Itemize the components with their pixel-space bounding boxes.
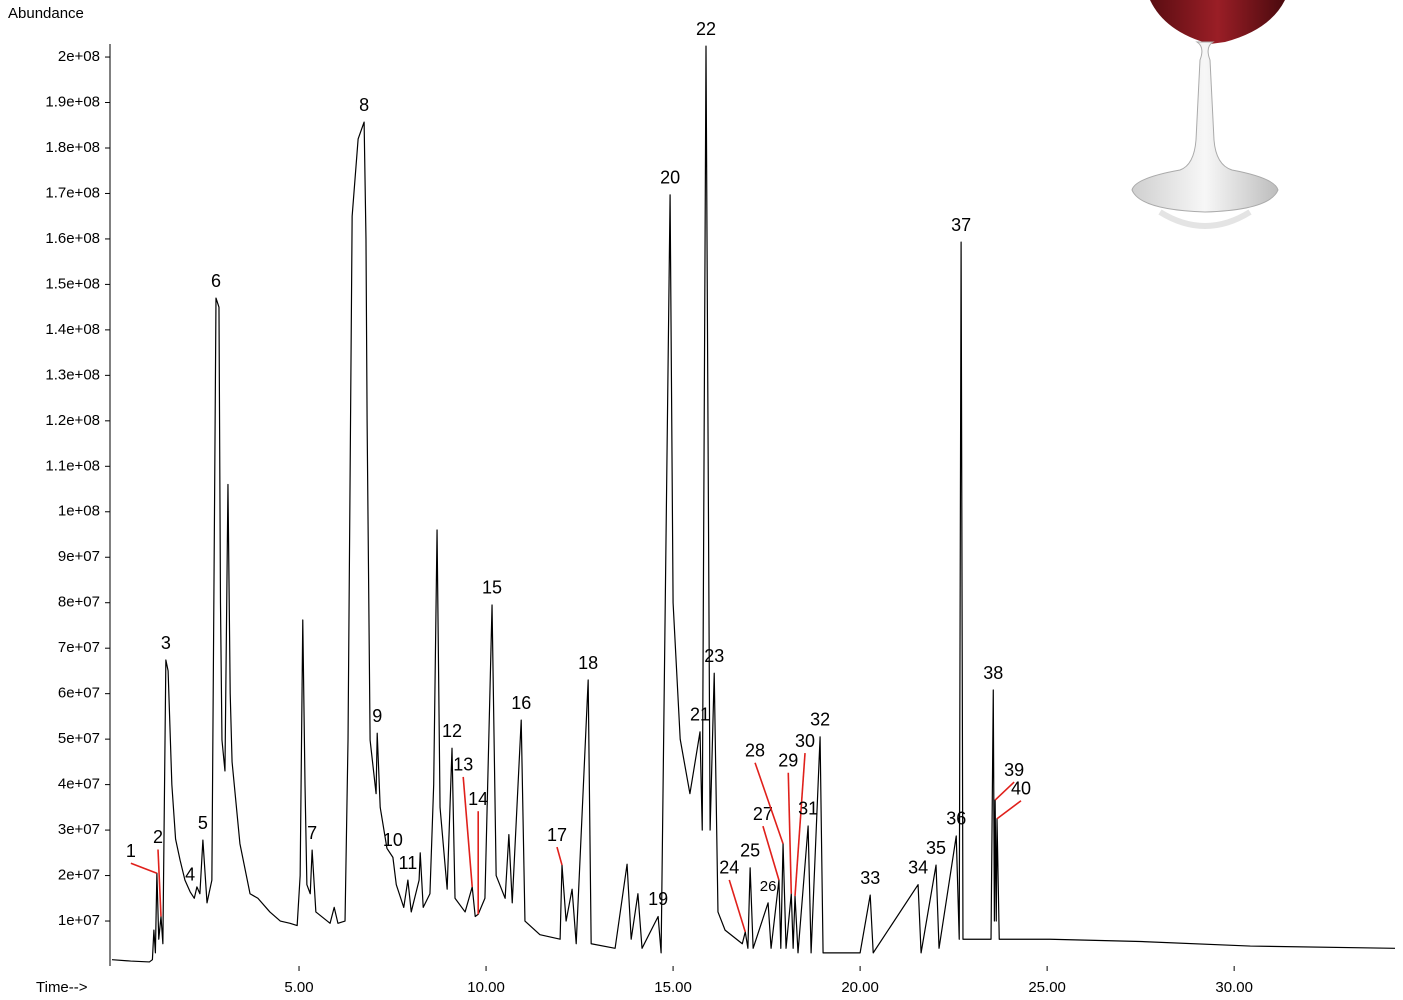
y-tick-label: 6e+07: [58, 685, 100, 702]
y-tick-label: 7e+07: [58, 639, 100, 656]
leader-line: [997, 801, 1021, 819]
y-tick-label: 1.8e+08: [45, 139, 100, 156]
y-tick-label: 4e+07: [58, 776, 100, 793]
peak-label: 9: [372, 706, 382, 726]
peak-label: 15: [482, 578, 502, 598]
chart: Abundance Time--> 1e+07 2e+07 3e+07 4e+07 5e…: [0, 0, 1403, 1000]
peak-label: 17: [547, 825, 567, 845]
peak-label: 28: [745, 740, 765, 760]
y-tick-label: 1.1e+08: [45, 457, 100, 474]
peak-label: 19: [648, 889, 668, 909]
peak-label: 36: [946, 809, 966, 829]
y-tick-label: 2e+07: [58, 867, 100, 884]
peak-label: 34: [908, 857, 928, 877]
y-axis-label: Abundance: [8, 5, 84, 22]
y-tick-label: 1.3e+08: [45, 366, 100, 383]
peak-label: 5: [198, 813, 208, 833]
leader-line: [795, 753, 805, 896]
peak-label: 32: [810, 710, 830, 730]
peak-label: 20: [660, 168, 680, 188]
wine-glass: [1132, 0, 1285, 226]
peak-label: 18: [578, 653, 598, 673]
y-tick-label: 1e+08: [58, 503, 100, 520]
peak-label: 4: [185, 865, 195, 885]
peak-label: 13: [453, 755, 473, 775]
leader-line: [158, 849, 161, 916]
y-tick-label: 9e+07: [58, 548, 100, 565]
y-tick-label: 1.5e+08: [45, 275, 100, 292]
leader-line: [729, 880, 745, 932]
y-tick-label: 2e+08: [58, 48, 100, 65]
leader-line: [788, 773, 791, 894]
peak-label: 21: [690, 705, 710, 725]
peak-label: 30: [795, 731, 815, 751]
peak-label: 24: [719, 858, 739, 878]
leader-line: [557, 847, 562, 865]
leader-line: [763, 826, 779, 880]
peak-label: 1: [126, 841, 136, 861]
peak-label: 25: [740, 841, 760, 861]
y-tick-label: 1.7e+08: [45, 184, 100, 201]
peak-label: 16: [511, 693, 531, 713]
peak-label: 26: [760, 878, 777, 895]
y-tick-label: 1.4e+08: [45, 321, 100, 338]
x-tick-label: 25.00: [1028, 979, 1066, 996]
leader-line: [131, 863, 157, 873]
peak-label: 22: [696, 19, 716, 39]
y-tick-label: 8e+07: [58, 594, 100, 611]
peak-label: 12: [442, 721, 462, 741]
peak-label: 23: [704, 646, 724, 666]
peak-label: 11: [399, 853, 418, 873]
peak-label: 29: [778, 750, 798, 770]
peak-label: 2: [153, 827, 163, 847]
x-tick-label: 30.00: [1215, 979, 1253, 996]
y-tick-label: 1.2e+08: [45, 412, 100, 429]
peak-label: 33: [860, 868, 880, 888]
peak-label: 38: [983, 663, 1003, 683]
peak-label: 3: [161, 633, 171, 653]
peak-label: 40: [1011, 778, 1031, 798]
peak-label: 10: [383, 830, 403, 850]
peak-label: 35: [926, 838, 946, 858]
x-tick-label: 5.00: [284, 979, 313, 996]
peak-label: 14: [468, 789, 488, 809]
x-axis-label: Time-->: [36, 979, 88, 996]
x-tick-label: 10.00: [467, 979, 505, 996]
x-tick-label: 20.00: [841, 979, 879, 996]
y-tick-label: 3e+07: [58, 821, 100, 838]
y-tick-label: 1e+07: [58, 912, 100, 929]
y-tick-label: 5e+07: [58, 730, 100, 747]
peak-label: 39: [1004, 760, 1024, 780]
x-tick-label: 15.00: [654, 979, 692, 996]
y-tick-label: 1.6e+08: [45, 230, 100, 247]
peak-label: 6: [211, 271, 221, 291]
peak-label: 8: [359, 95, 369, 115]
y-tick-label: 1.9e+08: [45, 93, 100, 110]
peak-label: 7: [307, 823, 317, 843]
peak-label: 37: [951, 215, 971, 235]
peak-label: 31: [798, 799, 818, 819]
